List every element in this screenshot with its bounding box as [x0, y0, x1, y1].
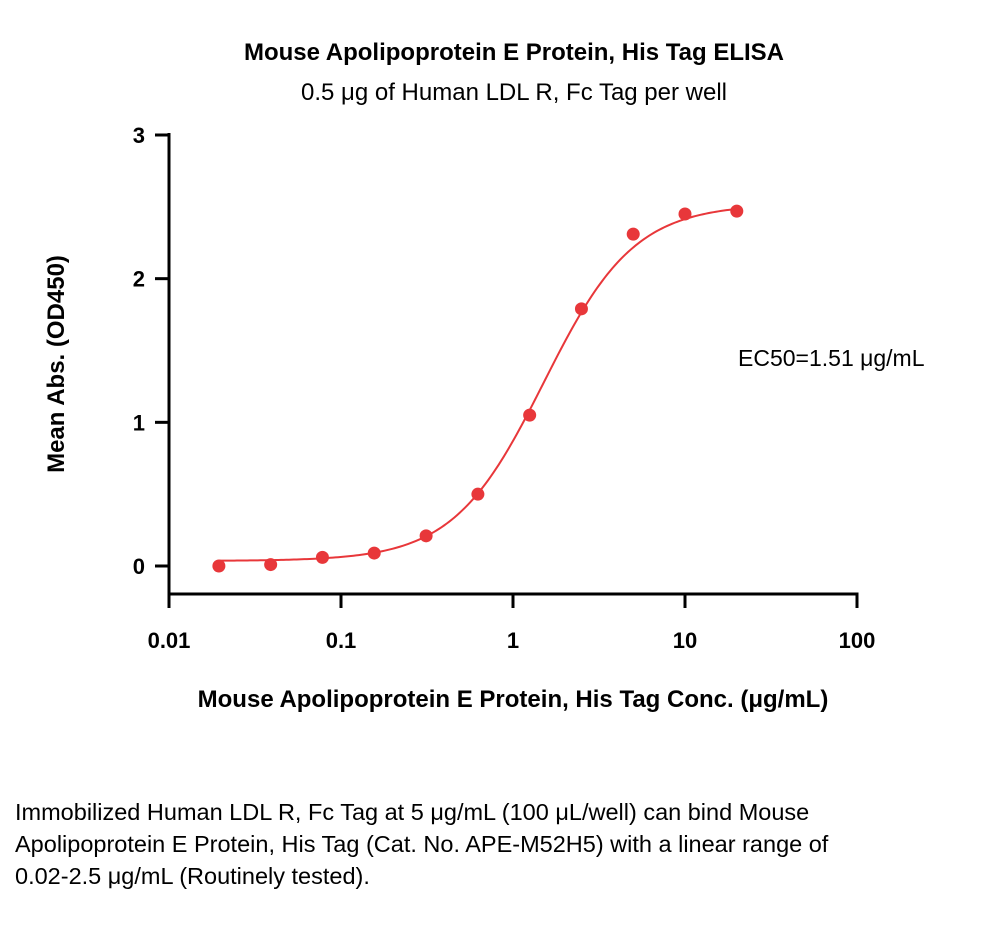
data-point: [212, 559, 226, 573]
data-point: [574, 302, 588, 316]
x-axis-label: Mouse Apolipoprotein E Protein, His Tag …: [198, 686, 829, 713]
y-tick-label: 1: [133, 410, 145, 435]
x-tick-label: 0.01: [148, 628, 191, 653]
figure-caption: Immobilized Human LDL R, Fc Tag at 5 μg/…: [15, 799, 829, 889]
y-tick-label: 3: [133, 123, 145, 148]
data-point: [367, 546, 381, 560]
y-tick-label: 2: [133, 267, 145, 292]
data-point: [419, 529, 433, 543]
x-tick-label: 100: [839, 628, 876, 653]
y-axis-label: Mean Abs. (OD450): [43, 255, 70, 473]
x-axis-ticks: 0.01 0.1 1 10 100: [148, 594, 876, 653]
data-point: [678, 207, 692, 221]
data-point: [730, 204, 744, 218]
chart-title: Mouse Apolipoprotein E Protein, His Tag …: [244, 39, 784, 66]
data-point: [471, 487, 485, 501]
data-point: [315, 550, 329, 564]
data-point: [523, 408, 537, 422]
chart-subtitle: 0.5 μg of Human LDL R, Fc Tag per well: [301, 79, 727, 106]
data-point: [626, 227, 640, 241]
data-points: [212, 204, 744, 573]
x-tick-label: 1: [507, 628, 519, 653]
y-axis-ticks: 0 1 2 3: [133, 123, 169, 579]
y-tick-label: 0: [133, 554, 145, 579]
x-tick-label: 0.1: [326, 628, 357, 653]
data-point: [264, 558, 278, 572]
x-tick-label: 10: [673, 628, 697, 653]
fit-curve: [218, 207, 737, 562]
ec50-annotation: EC50=1.51 μg/mL: [738, 345, 925, 371]
fit-curve-layer: [218, 207, 737, 562]
elisa-chart: Mouse Apolipoprotein E Protein, His Tag …: [43, 39, 925, 713]
